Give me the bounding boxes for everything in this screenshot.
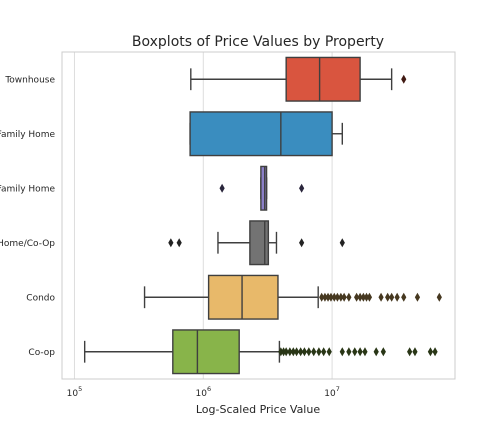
outlier-point xyxy=(299,238,305,248)
outlier-point xyxy=(319,292,325,302)
outlier-point xyxy=(346,292,352,302)
outlier-point xyxy=(326,347,332,357)
outlier-point xyxy=(412,347,418,357)
outlier-point xyxy=(362,347,368,357)
outlier-point xyxy=(380,347,386,357)
outlier-point xyxy=(219,183,225,193)
box xyxy=(189,111,333,157)
boxes-layer xyxy=(83,56,442,375)
plot-frame xyxy=(61,51,456,380)
outlier-point xyxy=(357,292,363,302)
outlier-point xyxy=(293,347,300,357)
outlier-point xyxy=(352,347,358,357)
box xyxy=(207,274,279,320)
outlier-point xyxy=(432,347,438,357)
y-tick-labels: Townhouse Family Home Family Home Home/Co-O… xyxy=(0,75,55,358)
outlier-point xyxy=(278,347,284,357)
outlier-point xyxy=(299,183,305,193)
x-tick-label: 105 xyxy=(67,385,83,399)
outlier-point xyxy=(401,74,407,84)
outlier-point xyxy=(322,292,328,302)
outlier-point xyxy=(283,347,289,357)
outlier-point xyxy=(373,347,379,357)
box xyxy=(172,329,240,375)
x-tick-label: 107 xyxy=(324,385,340,399)
outlier-point xyxy=(385,292,391,302)
outlier-point xyxy=(331,292,337,302)
outlier-point xyxy=(311,347,317,357)
outlier-point xyxy=(427,347,434,357)
outlier-point xyxy=(176,238,182,248)
outlier-point xyxy=(346,347,352,357)
y-tick-label: Family Home xyxy=(0,130,55,140)
outlier-point xyxy=(338,292,344,302)
outlier-point xyxy=(360,292,366,302)
box xyxy=(249,220,270,266)
y-tick-label: Co-op xyxy=(28,348,55,358)
box-group xyxy=(143,274,442,320)
chart-title: Boxplots of Price Values by Property xyxy=(132,34,384,50)
outlier-point xyxy=(306,347,312,357)
outlier-point xyxy=(357,347,363,357)
y-tick-label: Family Home xyxy=(0,184,55,194)
outlier-point xyxy=(389,292,395,302)
box-group xyxy=(190,56,407,102)
grid-lines xyxy=(73,52,333,379)
outlier-point xyxy=(407,347,413,357)
y-tick-label: Home/Co-Op xyxy=(0,239,55,249)
outlier-point xyxy=(363,292,370,302)
x-axis-label: Log-Scaled Price Value xyxy=(196,403,320,416)
outlier-point xyxy=(301,347,308,357)
outlier-point xyxy=(414,292,421,302)
outlier-point xyxy=(378,292,384,302)
outlier-point xyxy=(328,292,334,302)
box-group xyxy=(219,165,305,211)
outlier-point xyxy=(325,292,331,302)
outlier-point xyxy=(298,347,304,357)
outlier-point xyxy=(168,238,174,248)
box xyxy=(260,165,268,211)
y-tick-label: Townhouse xyxy=(4,75,55,85)
outlier-point xyxy=(354,292,360,302)
outlier-point xyxy=(339,347,345,357)
outlier-point xyxy=(436,292,442,302)
outlier-point xyxy=(321,347,327,357)
x-tick-label: 106 xyxy=(195,385,211,399)
outlier-point xyxy=(287,347,293,357)
outlier-point xyxy=(341,292,347,302)
box-group xyxy=(168,220,345,266)
y-tick-label: Condo xyxy=(26,293,55,303)
box-group xyxy=(189,111,343,157)
outlier-point xyxy=(401,292,407,302)
outlier-point xyxy=(316,347,322,357)
outlier-point xyxy=(290,347,296,357)
box xyxy=(285,56,361,102)
outlier-point xyxy=(394,292,400,302)
outlier-point xyxy=(280,347,287,357)
outlier-point xyxy=(334,292,341,302)
outlier-point xyxy=(339,238,345,248)
box-group xyxy=(83,329,438,375)
x-tick-labels: 105 106 107 xyxy=(67,385,340,399)
outlier-point xyxy=(366,292,373,302)
